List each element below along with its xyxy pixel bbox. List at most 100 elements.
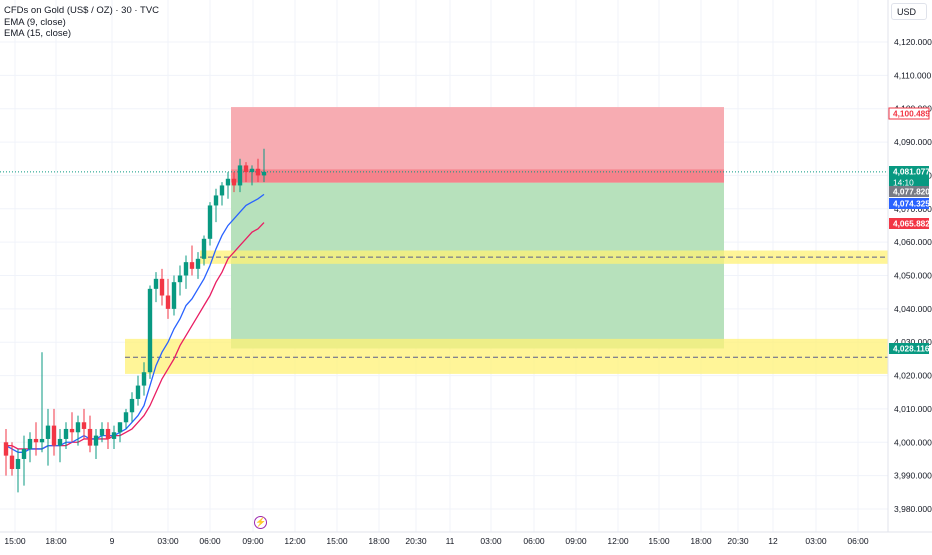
- price-tick-label: 4,090.000: [894, 137, 932, 147]
- candle: [201, 235, 207, 266]
- candle: [33, 422, 39, 456]
- candle: [147, 285, 153, 379]
- candle: [177, 265, 183, 296]
- candle: [171, 275, 177, 316]
- time-axis[interactable]: 15:00 18:00 9 03:00 06:00 09:00 12:00 15:00 18:0…: [0, 531, 932, 546]
- candle-body: [147, 288, 153, 373]
- candle-body: [249, 168, 255, 173]
- candle-body: [69, 428, 75, 433]
- price-tick-label: 3,980.000: [894, 504, 932, 514]
- price-tick-label: 4,050.000: [894, 271, 932, 281]
- price-axis[interactable]: 3,980.000 3,990.000 4,000.000 4,010.000 4,02…: [887, 0, 932, 532]
- candle-body: [45, 425, 51, 439]
- time-tick-label: 12: [768, 536, 778, 546]
- time-tick-label: 20:30: [405, 536, 427, 546]
- symbol-title[interactable]: CFDs on Gold (US$ / OZ) · 30 · TVC: [4, 5, 160, 16]
- time-tick-label: 20:30: [727, 536, 749, 546]
- candle: [111, 425, 117, 449]
- stop-loss-price-tag: 4,100.489: [888, 107, 930, 120]
- ema9-legend[interactable]: EMA (9, close): [4, 16, 66, 28]
- candle-body: [225, 178, 231, 186]
- time-tick-label: 15:00: [648, 536, 670, 546]
- candle-body: [261, 171, 267, 176]
- candle: [261, 148, 267, 183]
- entry-price-tag: 4,077.820: [889, 186, 930, 197]
- candle: [141, 362, 147, 396]
- candle-body: [141, 372, 147, 386]
- candle-body: [111, 432, 117, 439]
- price-tick-label: 4,120.000: [894, 37, 932, 47]
- candle-body: [183, 262, 189, 276]
- candle: [63, 422, 69, 449]
- candle-body: [75, 422, 81, 433]
- candle: [87, 415, 93, 453]
- candle-body: [51, 425, 57, 446]
- ema9-price-tag: 4,074.325: [889, 198, 930, 209]
- candle: [81, 408, 87, 439]
- price-tick-label: 4,110.000: [894, 70, 931, 80]
- candle: [165, 278, 171, 319]
- candle-body: [195, 258, 201, 269]
- time-tick-label: 03:00: [157, 536, 179, 546]
- candle-body: [231, 178, 237, 186]
- time-tick-label: 06:00: [523, 536, 545, 546]
- candle: [75, 415, 81, 446]
- candle-body: [207, 205, 213, 239]
- candles-layer: [3, 148, 267, 493]
- reward-zone: [231, 182, 724, 349]
- candle-body: [63, 428, 69, 439]
- candle-body: [123, 412, 129, 423]
- price-tag-label: 4,074.325: [893, 199, 930, 209]
- candle-body: [171, 282, 177, 309]
- candle: [207, 202, 213, 246]
- candle: [99, 422, 105, 443]
- lightning-event-icon[interactable]: ⚡: [254, 516, 267, 529]
- candle: [69, 412, 75, 443]
- candle-body: [105, 428, 111, 439]
- candle-body: [243, 165, 249, 173]
- time-tick-label: 18:00: [45, 536, 67, 546]
- candle: [57, 428, 63, 463]
- time-tick-label: 03:00: [480, 536, 502, 546]
- time-tick-label: 11: [446, 536, 455, 546]
- candle: [105, 422, 111, 449]
- price-tag-label: 4,100.489: [893, 109, 930, 119]
- currency-button[interactable]: USD: [891, 3, 927, 20]
- ema15-legend[interactable]: EMA (15, close): [4, 28, 72, 39]
- time-tick-label: 12:00: [607, 536, 629, 546]
- price-tag-box: [889, 343, 929, 354]
- lower-demand-zone: [125, 338, 888, 374]
- candle-body: [189, 262, 195, 269]
- candle-body: [27, 438, 33, 449]
- candle: [255, 158, 261, 183]
- time-tick-label: 15:00: [326, 536, 348, 546]
- zones-layer: [0, 107, 888, 374]
- candle: [27, 432, 33, 463]
- candle: [159, 268, 165, 306]
- candle: [21, 435, 27, 486]
- candle-body: [39, 438, 45, 443]
- time-tick-label: 06:00: [199, 536, 221, 546]
- candle-body: [33, 438, 39, 443]
- time-tick-label: 9: [110, 536, 115, 546]
- candle-body: [237, 165, 243, 186]
- time-tick-label: 03:00: [805, 536, 827, 546]
- candle: [9, 442, 15, 476]
- candle: [237, 158, 243, 193]
- candle-body: [165, 295, 171, 309]
- entry-band: [231, 169, 724, 183]
- candle-body: [57, 438, 63, 446]
- candle-body: [99, 428, 105, 436]
- candle: [231, 172, 237, 193]
- candle-body: [87, 428, 93, 446]
- time-tick-label: 15:00: [4, 536, 26, 546]
- price-tag-box: [889, 198, 929, 209]
- price-tick-label: 4,060.000: [894, 237, 932, 247]
- take-profit-price-tag: 4,028.116: [889, 343, 930, 354]
- price-tag-label: 4,077.820: [893, 187, 930, 197]
- candle: [123, 408, 129, 429]
- ema15-price-tag: 4,065.882: [889, 218, 930, 229]
